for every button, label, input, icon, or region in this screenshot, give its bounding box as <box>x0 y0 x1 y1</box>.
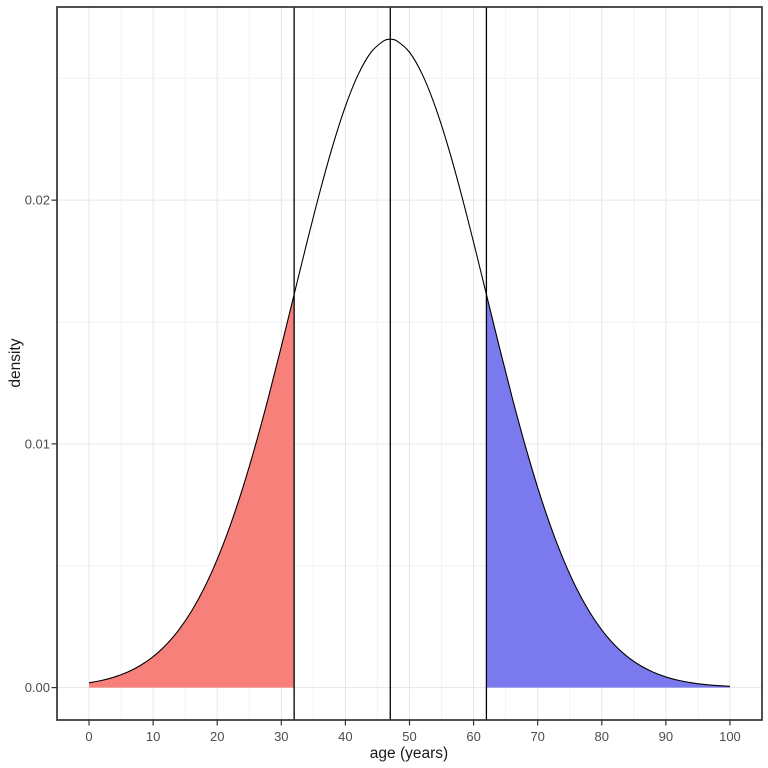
right-tail-region <box>486 294 730 688</box>
y-tick-label: 0.00 <box>25 680 50 695</box>
x-tick-label: 40 <box>338 729 352 744</box>
y-tick-label: 0.02 <box>25 193 50 208</box>
y-tick-label: 0.01 <box>25 436 50 451</box>
left-tail-region <box>89 294 295 688</box>
reference-vlines-layer <box>293 7 488 720</box>
x-tick-label: 30 <box>274 729 288 744</box>
x-tick-label: 70 <box>530 729 544 744</box>
x-tick-label: 10 <box>146 729 160 744</box>
density-curve-layer <box>88 38 730 687</box>
x-tick-label: 60 <box>466 729 480 744</box>
axis-ticks-layer <box>51 199 731 726</box>
x-axis-title: age (years) <box>370 745 448 762</box>
x-tick-label: 80 <box>595 729 609 744</box>
tick-labels-layer: 0 10 20 30 40 50 60 70 80 90 100 0.00 0.01 0.02 <box>25 193 741 744</box>
x-tick-label: 0 <box>85 729 92 744</box>
shaded-regions-layer <box>89 294 730 688</box>
x-tick-label: 100 <box>719 729 741 744</box>
y-axis-title: density <box>7 338 24 387</box>
x-tick-label: 20 <box>210 729 224 744</box>
x-tick-label: 50 <box>402 729 416 744</box>
density-curve-path <box>88 38 730 687</box>
x-tick-label: 90 <box>659 729 673 744</box>
grid-major-layer <box>57 7 762 720</box>
